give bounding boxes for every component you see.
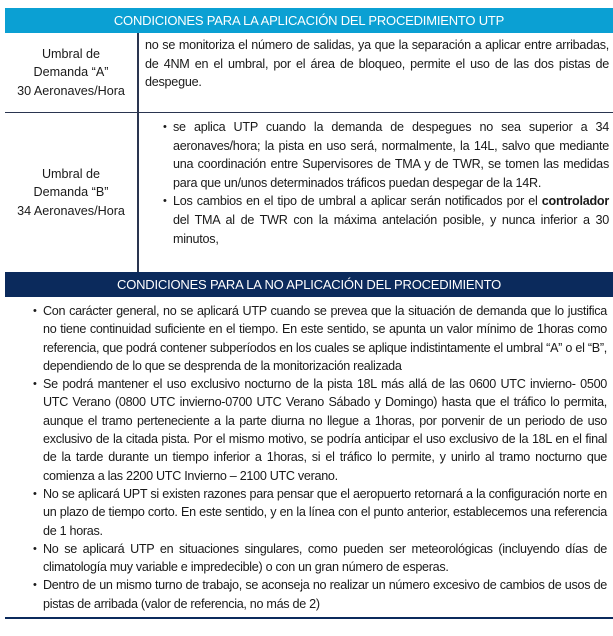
list-item: se aplica UTP cuando la demanda de despe… [163,118,609,192]
row-description: se aplica UTP cuando la demanda de despe… [139,113,613,272]
list-item: Los cambios en el tipo de umbral a aplic… [163,192,609,248]
section-header-non-application: CONDICIONES PARA LA NO APLICACIÓN DEL PR… [5,272,613,297]
list-item: No se aplicará UPT si existen razones pa… [33,485,607,540]
label-line: Umbral de [41,46,101,61]
label-line: Demanda “B” [33,185,109,200]
row-label: Umbral de Demanda “A” 30 Aeronaves/Hora [5,33,139,112]
text: Los cambios en el tipo de umbral a aplic… [173,194,542,209]
row-label: Umbral de Demanda “B” 34 Aeronaves/Hora [5,113,139,272]
list-item: Con carácter general, no se aplicará UTP… [33,302,607,375]
bold-text: controlador [541,194,609,209]
section-header-application: CONDICIONES PARA LA APLICACIÓN DEL PROCE… [5,8,613,33]
table-row-threshold-a: Umbral de Demanda “A” 30 Aeronaves/Hora … [5,33,613,113]
label-line: 34 Aeronaves/Hora [17,203,125,218]
non-application-list: Con carácter general, no se aplicará UTP… [5,297,613,620]
label-line: 30 Aeronaves/Hora [17,83,125,98]
utp-conditions-table: CONDICIONES PARA LA APLICACIÓN DEL PROCE… [5,8,613,620]
list-item: No se aplicará UTP en situaciones singul… [33,540,607,577]
list-item: Se podrá mantener el uso exclusivo noctu… [33,375,607,485]
label-line: Demanda “A” [33,65,109,80]
list-item: Dentro de un mismo turno de trabajo, se … [33,576,607,613]
row-description: no se monitoriza el número de salidas, y… [145,38,609,90]
text: del TMA al de TWR con la máxima antelaci… [173,212,609,246]
table-row-threshold-b: Umbral de Demanda “B” 34 Aeronaves/Hora … [5,113,613,272]
label-line: Umbral de [41,166,101,181]
